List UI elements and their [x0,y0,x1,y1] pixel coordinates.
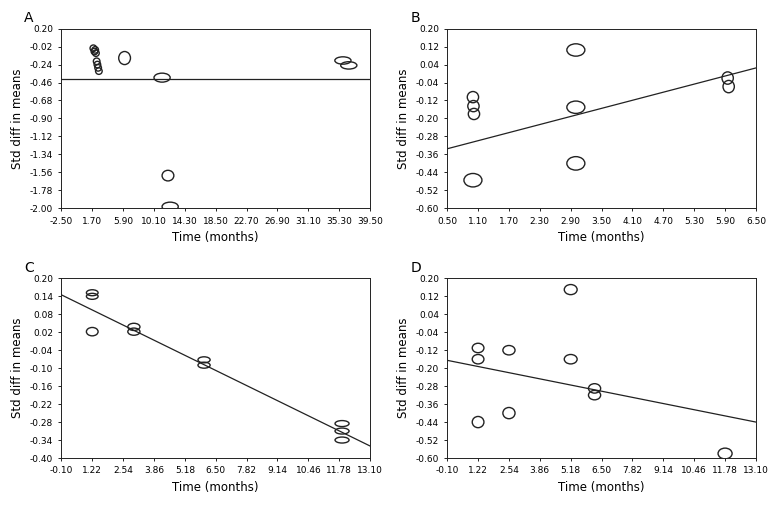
Y-axis label: Std diff in means: Std diff in means [11,318,24,419]
X-axis label: Time (months): Time (months) [172,231,259,244]
Y-axis label: Std diff in means: Std diff in means [397,318,410,419]
Text: C: C [24,261,34,275]
Text: A: A [24,11,34,25]
X-axis label: Time (months): Time (months) [172,481,259,494]
Y-axis label: Std diff in means: Std diff in means [397,68,410,169]
Text: D: D [410,261,421,275]
Y-axis label: Std diff in means: Std diff in means [11,68,24,169]
Text: B: B [410,11,420,25]
X-axis label: Time (months): Time (months) [558,231,645,244]
X-axis label: Time (months): Time (months) [558,481,645,494]
